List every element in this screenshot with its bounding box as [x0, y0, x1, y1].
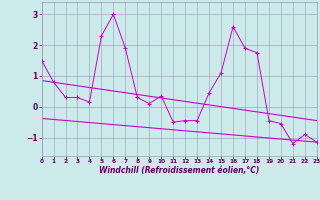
X-axis label: Windchill (Refroidissement éolien,°C): Windchill (Refroidissement éolien,°C) — [99, 166, 260, 175]
